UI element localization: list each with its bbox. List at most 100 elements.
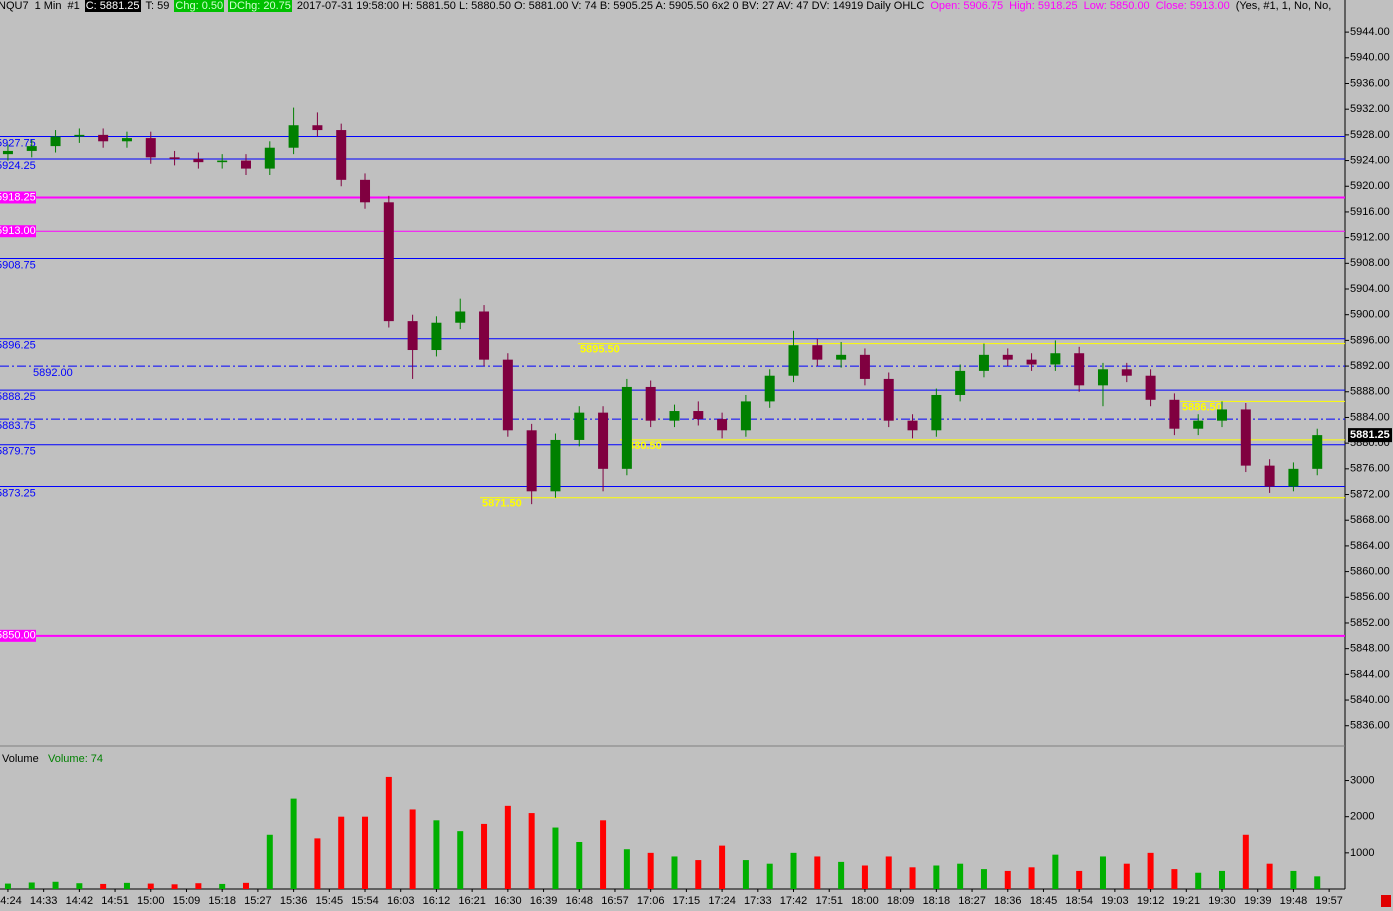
candle-body bbox=[1193, 420, 1204, 429]
candle-body bbox=[669, 411, 680, 421]
volume-bar bbox=[1123, 863, 1130, 889]
header-item: C: 5881.25 bbox=[84, 0, 141, 12]
y-tick-label: 5868.00 bbox=[1350, 514, 1390, 526]
y-tick-label: 5892.00 bbox=[1350, 360, 1390, 372]
candle-body bbox=[931, 394, 942, 431]
volume-bar bbox=[957, 863, 964, 889]
y-tick-label: 5856.00 bbox=[1350, 591, 1390, 603]
header-item: Low: 5850.00 bbox=[1083, 0, 1150, 12]
y-tick-label: 5916.00 bbox=[1350, 206, 1390, 218]
x-tick-label: 17:51 bbox=[815, 895, 843, 907]
candle-body bbox=[1312, 435, 1323, 469]
x-tick-label: 19:30 bbox=[1208, 895, 1236, 907]
candle-body bbox=[955, 370, 966, 395]
x-tick-label: 15:54 bbox=[351, 895, 379, 907]
candle-body bbox=[645, 386, 656, 421]
candle-body bbox=[1097, 369, 1108, 386]
volume-bar bbox=[28, 882, 35, 889]
volume-bar bbox=[861, 865, 868, 889]
x-tick-label: 19:57 bbox=[1315, 895, 1343, 907]
level-label: 5918.25 bbox=[0, 191, 36, 203]
candle-body bbox=[836, 354, 847, 360]
x-tick-label: 19:03 bbox=[1101, 895, 1129, 907]
x-tick-label: 17:42 bbox=[780, 895, 808, 907]
candle-body bbox=[407, 321, 418, 351]
header-item: 1 Min bbox=[34, 0, 62, 12]
candle-body bbox=[1145, 375, 1156, 400]
candle-body bbox=[455, 311, 466, 323]
volume-title: Volume bbox=[2, 753, 39, 765]
header-item: NQU7 bbox=[0, 0, 29, 12]
x-tick-label: 19:21 bbox=[1173, 895, 1201, 907]
candle-body bbox=[383, 202, 394, 322]
candle-body bbox=[574, 412, 585, 440]
volume-bar bbox=[1195, 872, 1202, 889]
volume-bar bbox=[362, 816, 369, 889]
y-tick-label: 5844.00 bbox=[1350, 668, 1390, 680]
volume-bar bbox=[1290, 870, 1297, 889]
candle-body bbox=[121, 138, 132, 142]
volume-bar bbox=[457, 831, 464, 889]
volume-bar bbox=[100, 883, 107, 889]
x-tick-label: 16:12 bbox=[423, 895, 451, 907]
x-tick-label: 16:03 bbox=[387, 895, 415, 907]
x-tick-label: 17:06 bbox=[637, 895, 665, 907]
level-label-box bbox=[0, 225, 36, 238]
x-tick-label: 15:00 bbox=[137, 895, 165, 907]
y-tick-label: 5912.00 bbox=[1350, 232, 1390, 244]
candle-body bbox=[693, 411, 704, 420]
y-tick-label: 5944.00 bbox=[1350, 26, 1390, 38]
x-tick-label: 15:45 bbox=[316, 895, 344, 907]
candle-body bbox=[1288, 468, 1299, 487]
volume-bar bbox=[123, 882, 130, 889]
volume-bar bbox=[219, 883, 226, 889]
candle-body bbox=[907, 420, 918, 431]
volume-bar bbox=[528, 813, 535, 889]
candle-body bbox=[360, 179, 371, 203]
candle-body bbox=[812, 345, 823, 360]
volume-bar bbox=[1076, 870, 1083, 889]
level-label: 5892.00 bbox=[33, 367, 73, 379]
y-tick-label: 5876.00 bbox=[1350, 463, 1390, 475]
candle-body bbox=[1026, 359, 1037, 365]
volume-bar bbox=[195, 883, 202, 889]
volume-tick-label: 3000 bbox=[1350, 774, 1374, 786]
volume-bar bbox=[171, 884, 178, 889]
candle-body bbox=[550, 439, 561, 492]
volume-bar bbox=[1052, 854, 1059, 889]
y-tick-label: 5924.00 bbox=[1350, 154, 1390, 166]
x-tick-label: 18:00 bbox=[851, 895, 879, 907]
candle-body bbox=[74, 134, 85, 137]
x-tick-label: 17:15 bbox=[673, 895, 701, 907]
y-tick-label: 5940.00 bbox=[1350, 52, 1390, 64]
y-tick-label: 5852.00 bbox=[1350, 617, 1390, 629]
candle-body bbox=[2, 150, 13, 155]
header-item: #1 bbox=[67, 0, 80, 12]
x-tick-label: 15:09 bbox=[173, 895, 201, 907]
volume-bar bbox=[885, 856, 892, 889]
candle-body bbox=[1264, 465, 1275, 487]
x-tick-label: 16:39 bbox=[530, 895, 558, 907]
candle-body bbox=[169, 157, 180, 159]
volume-bar bbox=[838, 861, 845, 889]
candle-body bbox=[479, 311, 490, 360]
zone-label: 5886.50 bbox=[1182, 401, 1222, 413]
header-item: (Yes, #1, 1, No, No, bbox=[1235, 0, 1332, 12]
volume-bar bbox=[980, 869, 987, 889]
x-tick-label: 16:30 bbox=[494, 895, 522, 907]
volume-bar bbox=[1219, 870, 1226, 889]
x-tick-label: 18:54 bbox=[1065, 895, 1093, 907]
level-label: 5850.00 bbox=[0, 630, 36, 642]
y-tick-label: 5860.00 bbox=[1350, 566, 1390, 578]
candle-body bbox=[978, 354, 989, 371]
volume-bar bbox=[814, 856, 821, 889]
candle-body bbox=[26, 146, 37, 151]
volume-bar bbox=[433, 820, 440, 889]
candle-body bbox=[740, 401, 751, 431]
x-tick-label: 14:24 bbox=[0, 895, 22, 907]
volume-bar bbox=[719, 845, 726, 889]
x-tick-label: 16:57 bbox=[601, 895, 629, 907]
volume-bar bbox=[1314, 876, 1321, 889]
